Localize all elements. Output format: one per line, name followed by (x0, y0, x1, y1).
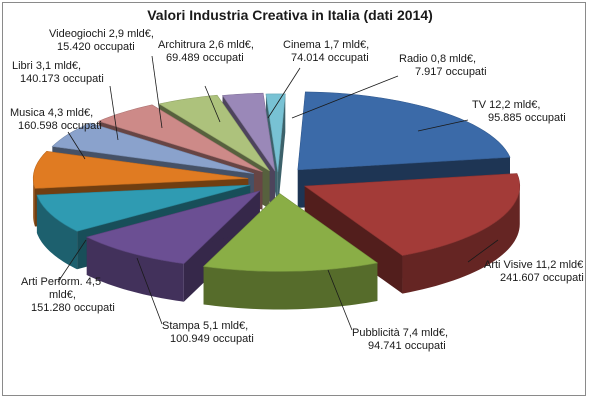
pie-slice-architrura (158, 94, 270, 172)
leader-line-libri (109, 85, 119, 141)
pie-slice-arti-perform- (36, 184, 251, 232)
chart-title: Valori Industria Creativa in Italia (dat… (147, 7, 433, 23)
pie-slice-pubblicit- (202, 193, 379, 272)
leader-line-musica (67, 131, 86, 160)
leader-line-tv (417, 119, 469, 132)
slice-label-line: Architrura 2,6 mld€, (158, 39, 254, 51)
slice-label-line: Libri 3,1 mld€, (12, 60, 81, 72)
slice-label-stampa: Stampa 5,1 mld€, 100.949 occupati (162, 320, 254, 345)
slice-label-architrura: Architrura 2,6 mld€, 69.489 occupati (158, 39, 254, 64)
slice-wall-arti-perform- (36, 195, 78, 270)
slice-label-line: 140.173 occupati (20, 73, 104, 85)
leader-lines (57, 55, 499, 331)
slice-label-arti-visive: Arti Visive 11,2 mld€ 241.607 occupati (484, 259, 584, 284)
leader-line-architrura (204, 85, 221, 123)
slice-label-line: mld€, (49, 289, 76, 301)
pie-slice-musica (32, 150, 249, 189)
slice-label-line: Cinema 1,7 mld€, (283, 39, 369, 51)
slice-label-radio: Radio 0,8 mld€, 7.917 occupati (399, 53, 487, 78)
slice-label-line: Arti Perform. 4,5 (21, 276, 101, 288)
slice-wall-stampa (86, 237, 184, 302)
slice-label-line: 241.607 occupati (500, 272, 584, 284)
slice-label-musica: Musica 4,3 mld€, 160.598 occupati (10, 107, 102, 132)
leader-line-arti-visive (467, 239, 499, 263)
slice-label-line: 74.014 occupati (291, 52, 369, 64)
slice-label-line: 7.917 occupati (415, 66, 487, 78)
slice-label-cinema: Cinema 1,7 mld€, 74.014 occupati (283, 39, 369, 64)
leader-line-stampa (136, 257, 163, 325)
slice-label-line: 151.280 occupati (31, 302, 115, 314)
leader-line-arti-perform- (57, 239, 87, 283)
slice-label-tv: TV 12,2 mld€, 95.885 occupati (472, 99, 566, 124)
leader-line-cinema (267, 67, 301, 119)
pie-slice-cinema (221, 92, 276, 172)
slice-label-line: TV 12,2 mld€, (472, 99, 540, 111)
slice-label-line: Pubblicità 7,4 mld€, (352, 327, 448, 339)
slice-label-pubblicit-: Pubblicità 7,4 mld€, 94.741 occupati (352, 327, 448, 352)
slice-label-line: 100.949 occupati (170, 333, 254, 345)
slice-label-line: 160.598 occupati (18, 120, 102, 132)
slice-tops (32, 91, 521, 272)
leader-line-videogiochi (151, 55, 163, 129)
slice-label-libri: Libri 3,1 mld€, 140.173 occupati (12, 60, 104, 85)
pie-slice-stampa (85, 190, 261, 265)
slice-label-line: Radio 0,8 mld€, (399, 53, 476, 65)
slice-label-line: Videogiochi 2,9 mld€, (49, 28, 154, 40)
slice-label-line: Stampa 5,1 mld€, (162, 320, 248, 332)
slice-label-videogiochi: Videogiochi 2,9 mld€, 15.420 occupati (49, 28, 154, 53)
slice-side-radio-end (277, 93, 286, 210)
leader-line-radio (291, 75, 399, 119)
pie-slice-tv (297, 91, 511, 171)
slice-wall-musica (33, 178, 35, 227)
pie-slice-libri (51, 122, 254, 174)
slice-label-line: 95.885 occupati (488, 112, 566, 124)
slice-label-line: Musica 4,3 mld€, (10, 107, 93, 119)
pie-slice-arti-visive (303, 173, 521, 256)
slice-label-arti-perform-: Arti Perform. 4,5 mld€, 151.280 occupati (21, 276, 115, 314)
slice-label-line: Arti Visive 11,2 mld€ (484, 259, 583, 271)
slice-label-line: 15.420 occupati (57, 41, 135, 53)
slice-wall-pubblicit- (203, 262, 378, 310)
pie-slice-videogiochi (97, 104, 263, 173)
slice-side-arti-visive-end (304, 186, 403, 294)
slice-label-line: 69.489 occupati (166, 52, 244, 64)
slice-labels: TV 12,2 mld€, 95.885 occupati Arti Visive … (10, 28, 584, 352)
leader-line-pubblicit- (327, 269, 353, 331)
slice-label-line: 94.741 occupati (368, 340, 446, 352)
